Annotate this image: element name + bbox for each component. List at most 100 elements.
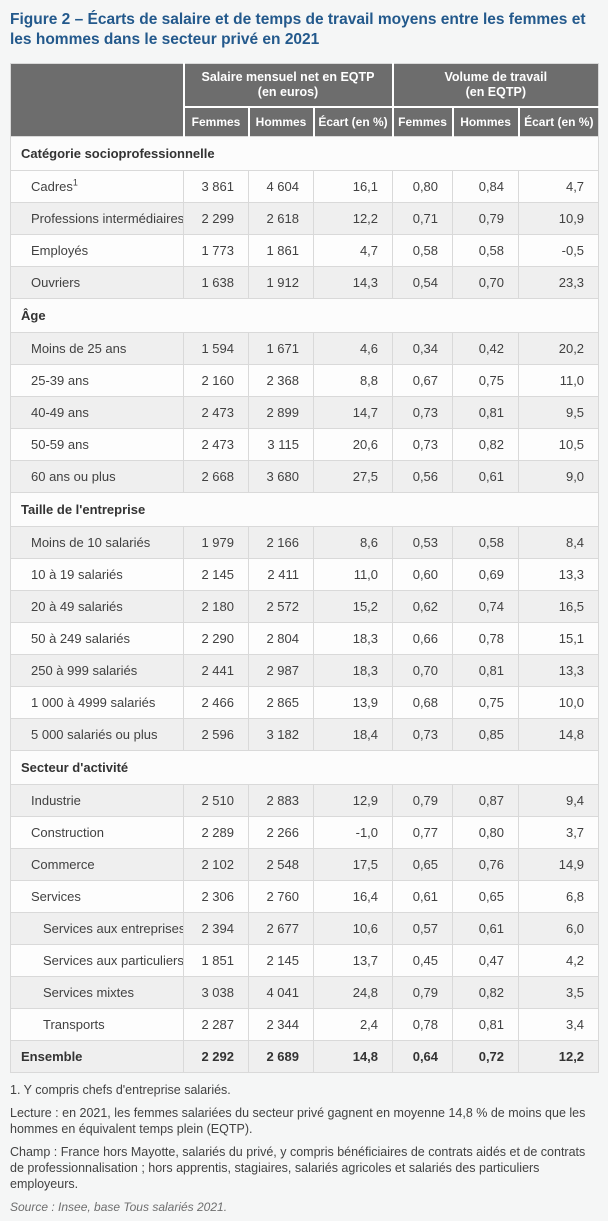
section-label: Secteur d'activité — [9, 749, 600, 785]
cell-value: 0,84 — [452, 169, 520, 203]
cell-value: 0,58 — [452, 525, 520, 559]
table-row: Industrie 2 510 2 883 12,9 0,79 0,87 9,4 — [10, 783, 600, 817]
cell-value: 27,5 — [312, 459, 394, 493]
cell-value: 0,79 — [452, 201, 520, 235]
cell-value: 2 596 — [183, 717, 249, 751]
column-group-sublabel: (en EQTP) — [465, 84, 526, 99]
cell-value: 8,4 — [518, 525, 600, 559]
section-row: Catégorie socioprofessionnelle — [9, 135, 600, 171]
cell-value: 2 289 — [183, 815, 249, 849]
cell-value: 15,2 — [312, 589, 394, 623]
cell-value: 2 292 — [183, 1039, 249, 1073]
cell-value: 0,75 — [452, 363, 520, 397]
cell-value: 0,64 — [392, 1039, 454, 1073]
column-group-label: Volume de travail — [444, 69, 548, 84]
cell-value: 2 804 — [248, 621, 314, 655]
table-row: Services mixtes 3 038 4 041 24,8 0,79 0,82 3,5 — [10, 975, 600, 1009]
cell-value: 8,8 — [312, 363, 394, 397]
cell-value: 2 166 — [248, 525, 314, 559]
row-label: Ensemble — [10, 1039, 184, 1073]
column-header: Hommes — [247, 105, 314, 137]
cell-value: 2 290 — [183, 621, 249, 655]
cell-value: 0,56 — [392, 459, 454, 493]
table-header: Salaire mensuel net en EQTP (en euros) Vol… — [10, 63, 599, 137]
note-champ: Champ : France hors Mayotte, salariés du… — [10, 1144, 586, 1191]
cell-value: 2 145 — [183, 557, 249, 591]
row-label: 10 à 19 salariés — [10, 557, 184, 591]
cell-value: 14,8 — [518, 717, 600, 751]
note-source: Source : Insee, base Tous salariés 2021. — [10, 1199, 228, 1214]
table-row: 1 000 à 4999 salariés 2 466 2 865 13,9 0,68 0… — [10, 685, 600, 719]
table-row: 50 à 249 salariés 2 290 2 804 18,3 0,66 0,78 1… — [10, 621, 600, 655]
cell-value: 2,4 — [312, 1007, 394, 1041]
cell-value: 17,5 — [312, 847, 394, 881]
cell-value: 2 548 — [248, 847, 314, 881]
total-row: Ensemble 2 292 2 689 14,8 0,64 0,72 12,2 — [10, 1039, 600, 1073]
row-label: Services mixtes — [10, 975, 184, 1009]
column-group-label: Salaire mensuel net en EQTP — [201, 69, 375, 84]
cell-value: 2 299 — [183, 201, 249, 235]
section-label: Taille de l'entreprise — [9, 491, 600, 527]
cell-value: 1 912 — [248, 265, 314, 299]
column-group-sublabel: (en euros) — [257, 84, 319, 99]
column-header: Hommes — [451, 105, 519, 137]
section-label: Catégorie socioprofessionnelle — [9, 135, 600, 171]
table-row: Moins de 25 ans 1 594 1 671 4,6 0,34 0,42 20,2 — [10, 331, 600, 365]
cell-value: 0,53 — [392, 525, 454, 559]
row-label: Commerce — [10, 847, 184, 881]
column-group-header-2: Volume de travail (en EQTP) — [391, 63, 599, 107]
row-label: Services aux particuliers — [10, 943, 184, 977]
row-label: 20 à 49 salariés — [10, 589, 184, 623]
cell-value: 2 987 — [248, 653, 314, 687]
cell-value: 10,6 — [312, 911, 394, 945]
cell-value: 0,69 — [452, 557, 520, 591]
cell-value: 0,79 — [392, 783, 454, 817]
table-row: Services aux particuliers 1 851 2 145 13,7 0… — [10, 943, 600, 977]
cell-value: 24,8 — [312, 975, 394, 1009]
cell-value: 0,61 — [452, 911, 520, 945]
table-row: 20 à 49 salariés 2 180 2 572 15,2 0,62 0,74 16… — [10, 589, 600, 623]
table-row: Services aux entreprises 2 394 2 677 10,6 0,… — [10, 911, 600, 945]
cell-value: 0,42 — [452, 331, 520, 365]
row-label: Transports — [10, 1007, 184, 1041]
cell-value: 2 441 — [183, 653, 249, 687]
cell-value: 4,7 — [312, 233, 394, 267]
cell-value: 4,7 — [518, 169, 600, 203]
stats-table: Salaire mensuel net en EQTP (en euros) Vol… — [9, 62, 600, 1073]
table-row: Employés 1 773 1 861 4,7 0,58 0,58 -0,5 — [10, 233, 600, 267]
table-row: Services 2 306 2 760 16,4 0,61 0,65 6,8 — [10, 879, 600, 913]
cell-value: 2 160 — [183, 363, 249, 397]
cell-value: 0,74 — [452, 589, 520, 623]
cell-value: 0,73 — [392, 395, 454, 429]
cell-value: 0,54 — [392, 265, 454, 299]
cell-value: 0,75 — [452, 685, 520, 719]
row-label: 1 000 à 4999 salariés — [10, 685, 184, 719]
cell-value: 16,5 — [518, 589, 600, 623]
cell-value: 0,47 — [452, 943, 520, 977]
cell-value: 16,4 — [312, 879, 394, 913]
cell-value: 23,3 — [518, 265, 600, 299]
cell-value: 2 368 — [248, 363, 314, 397]
cell-value: 4 604 — [248, 169, 314, 203]
cell-value: 16,1 — [312, 169, 394, 203]
cell-value: 2 760 — [248, 879, 314, 913]
corner-cell — [10, 63, 184, 137]
table-row: Transports 2 287 2 344 2,4 0,78 0,81 3,4 — [10, 1007, 600, 1041]
cell-value: 4,2 — [518, 943, 600, 977]
cell-value: 14,8 — [312, 1039, 394, 1073]
cell-value: 2 102 — [183, 847, 249, 881]
cell-value: 12,2 — [518, 1039, 600, 1073]
cell-value: 0,61 — [392, 879, 454, 913]
cell-value: 1 671 — [248, 331, 314, 365]
row-label: 25-39 ans — [10, 363, 184, 397]
cell-value: 0,82 — [452, 427, 520, 461]
cell-value: 0,72 — [452, 1039, 520, 1073]
footnote: 1. Y compris chefs d'entreprise salariés… — [10, 1082, 231, 1097]
cell-value: 0,34 — [392, 331, 454, 365]
row-label: Employés — [10, 233, 184, 267]
cell-value: 0,80 — [392, 169, 454, 203]
cell-value: 18,3 — [312, 653, 394, 687]
cell-value: 2 394 — [183, 911, 249, 945]
table-row: 25-39 ans 2 160 2 368 8,8 0,67 0,75 11,0 — [10, 363, 600, 397]
